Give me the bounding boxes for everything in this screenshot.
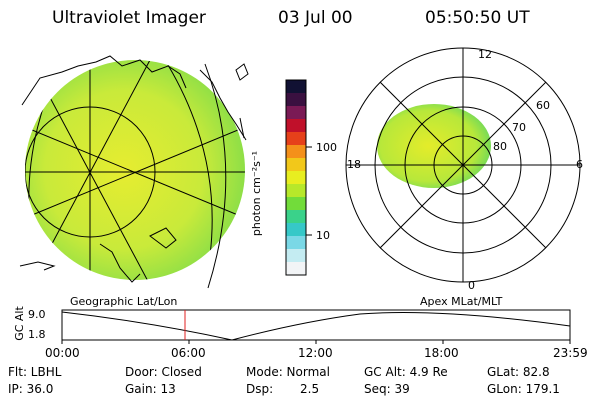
colorbar-segment [286,197,306,211]
geographic-image [19,55,249,289]
info-dsp-label: Dsp: [246,382,274,396]
timeline-xtick: 18:00 [424,346,459,360]
geo-coastlines [19,55,249,283]
timeline-ytick-min: 1.8 [28,328,46,341]
geo-panel-label: Geographic Lat/Lon [70,295,178,308]
colorbar-segment [286,223,306,237]
orbit-timeline [61,309,571,344]
time-label: 05:50:50 UT [425,8,530,28]
info-glon: GLon: 179.1 [487,382,560,396]
timeline-xtick: 12:00 [298,346,333,360]
colorbar-tick-10: 10 [316,229,330,242]
colorbar [285,79,307,276]
mlt-label-6: 6 [576,158,583,171]
mlat-label-60: 60 [536,99,550,112]
colorbar-segment [286,132,306,146]
info-seq: Seq: 39 [364,382,410,396]
colorbar-segment [286,93,306,107]
info-flt: Flt: LBHL [8,365,62,379]
timeline-xtick: 00:00 [45,346,80,360]
colorbar-segment [286,80,306,94]
colorbar-segment [286,119,306,133]
colorbar-segment [286,171,306,185]
info-dsp-value: 2.5 [300,382,320,396]
mlat-label-80: 80 [493,140,507,153]
colorbar-ticks [306,146,312,236]
colorbar-segment [286,158,306,172]
timeline-ylabel: GC Alt [12,306,26,341]
info-ip: IP: 36.0 [8,382,54,396]
info-mode: Mode: Normal [246,365,330,379]
info-gain: Gain: 13 [125,382,176,396]
colorbar-label: photon cm⁻²s⁻¹ [250,150,264,237]
colorbar-segment [286,249,306,263]
mlt-label-12: 12 [478,48,492,61]
polar-grid [345,47,581,283]
polar-plot [345,47,581,283]
info-gcalt: GC Alt: 4.9 Re [364,365,448,379]
colorbar-tick-100: 100 [316,141,337,154]
colorbar-segment [286,145,306,159]
timeline-xtick: 06:00 [171,346,206,360]
timeline-xtick: 23:59 [553,346,588,360]
geo-earth-disk [25,60,245,280]
mlt-label-18: 18 [347,158,361,171]
colorbar-frame [285,79,307,276]
polar-panel-label: Apex MLat/MLT [420,295,503,308]
colorbar-segment [286,262,306,276]
timeline-ytick-max: 9.0 [28,308,46,321]
mlt-label-0: 0 [468,279,475,292]
info-door: Door: Closed [125,365,202,379]
colorbar-segment [286,184,306,198]
page-title: Ultraviolet Imager [52,8,206,28]
mlat-label-70: 70 [512,121,526,134]
colorbar-segment [286,106,306,120]
colorbar-segment [286,210,306,224]
date-label: 03 Jul 00 [278,8,353,28]
colorbar-segment [286,236,306,250]
info-glat: GLat: 82.8 [487,365,550,379]
